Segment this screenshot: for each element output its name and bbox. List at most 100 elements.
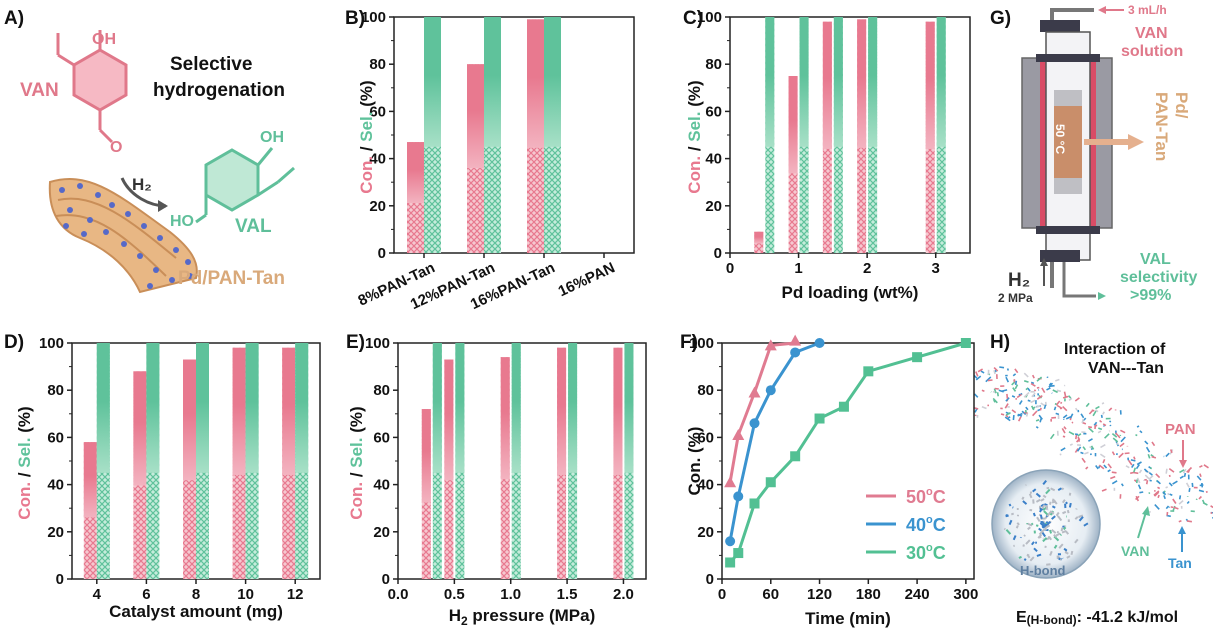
y-tick-label: 40 [369,151,386,168]
atom-bond [1035,426,1039,429]
atom-bond [1148,475,1154,480]
zoom-atom-bond [1064,551,1069,555]
panel-h-simulation: H) Interaction of VAN---Tan H-bond PAN V… [973,332,1213,627]
series-line [728,341,796,483]
bar-sel-solid [196,343,209,473]
bar-con-solid [788,76,798,174]
val-oh-label: OH [260,129,284,146]
atom-bond [1102,458,1106,464]
x-tick-label: 6 [142,586,150,603]
y-tick-label: 40 [705,151,722,168]
selective-label: Selective [170,54,252,75]
atom-bond [1199,464,1203,468]
hydrogenation-label: hydrogenation [153,80,285,101]
zoom-atom-bond [1042,479,1047,486]
atom-bond [1108,407,1113,412]
zoom-atom-bond [1010,512,1015,516]
zoom-atom-bond [1051,528,1057,534]
legend-degree: o [926,514,933,526]
y-tick-label: 80 [369,56,386,73]
bar-con-solid [613,347,623,475]
zoom-atom-bond [1035,498,1041,503]
atom-bond [1062,395,1069,399]
val-selectivity-label-3: >99% [1130,287,1171,304]
bar-con-solid [857,19,867,148]
atom-bond [1115,432,1121,439]
atom-bond [1069,443,1073,446]
atom-bond [1082,446,1087,451]
atom-bond [1205,490,1208,493]
data-point [732,429,745,441]
bar-con-solid [754,231,764,244]
zoom-atom-bond [1053,533,1058,538]
atom-bond [1060,401,1063,405]
legend-label: 30oC [906,542,946,563]
y-label-unit: (%) [15,406,34,437]
atom-bond [1100,414,1103,419]
zoom-atom-bond [1044,503,1048,507]
atom-bond [1157,486,1161,490]
data-point [790,451,801,462]
x-label-rest: pressure (MPa) [468,606,596,625]
van-molecule-icon [56,30,128,144]
panel-a-label: A) [4,8,24,29]
atom-bond [1094,424,1098,428]
y-axis-label: Con. (%) [685,427,704,496]
atom-bond [1097,430,1102,434]
atom-bond [1068,397,1073,401]
atom-bond [1148,492,1151,495]
atom-bond [1130,471,1134,475]
zoom-atom-bond [1062,526,1067,531]
atom-bond [1172,480,1178,485]
bar-con-solid [925,21,935,149]
bar-sel-solid [544,17,561,147]
atom-bond [1162,491,1167,496]
atom-bond [1170,506,1174,509]
zoom-atom-bond [1042,527,1048,532]
zoom-atom-bond [1062,510,1067,515]
atom-bond [1136,425,1140,428]
reactor-pressure-label: 2 MPa [998,291,1033,305]
zoom-atom-bond [1012,535,1017,541]
atom-bond [1040,402,1046,407]
atom-bond [1139,491,1144,494]
atom-bond [1005,414,1009,418]
atom-bond [1062,405,1068,412]
y-label-con: Con. [347,482,366,520]
atom-bond [1048,382,1054,388]
val-ho-label: HO [170,213,194,230]
atom-bond [1048,382,1052,386]
atom-bond [1120,483,1124,487]
y-tick-label: 20 [697,524,714,541]
atom-bond [1125,465,1130,469]
atom-bond [1102,423,1107,427]
atom-bond [1109,420,1112,423]
atom-bond [1032,410,1038,417]
zoom-atom-bond [1029,556,1035,562]
catalyst-label: Pd/PAN-Tan [178,268,285,289]
atom-bond [1092,410,1097,417]
y-tick-label: 20 [47,524,64,541]
atom-bond [1186,466,1193,473]
atom-bond [1130,459,1136,462]
atom-bond [1074,407,1078,411]
atom-bond [1165,505,1170,510]
bar-sel-solid [96,343,110,473]
zoom-atom-bond [1042,521,1045,525]
bar-sel-solid [245,343,259,473]
atom-bond [1037,393,1040,396]
van-oh-label: OH [92,31,116,48]
data-point [960,338,971,348]
bar-con-solid [83,442,97,518]
zoom-atom-bond [1057,487,1062,491]
bar-sel-solid [936,17,946,147]
zoom-atom-bond [1026,553,1030,557]
atom-bond [1166,514,1171,518]
val-selectivity-label-1: VAL [1140,251,1171,268]
atom-bond [1111,471,1117,474]
zoom-atom-bond [1046,563,1051,566]
bar-con-solid [557,347,567,475]
y-tick-label: 60 [373,429,390,446]
atom-bond [1157,494,1160,499]
